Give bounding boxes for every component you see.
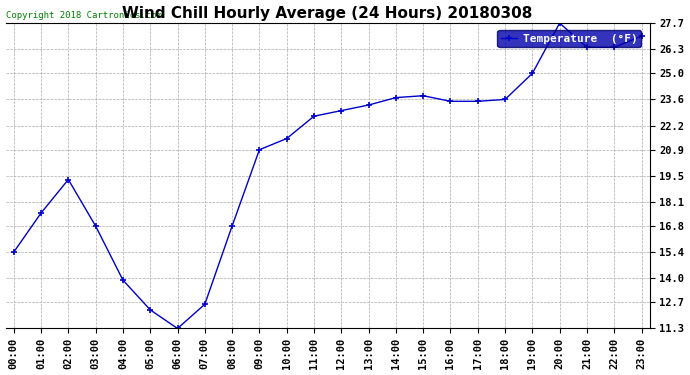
Title: Wind Chill Hourly Average (24 Hours) 20180308: Wind Chill Hourly Average (24 Hours) 201… — [122, 6, 533, 21]
Text: Copyright 2018 Cartronics.com: Copyright 2018 Cartronics.com — [6, 11, 161, 20]
Legend: Temperature  (°F): Temperature (°F) — [497, 30, 641, 47]
